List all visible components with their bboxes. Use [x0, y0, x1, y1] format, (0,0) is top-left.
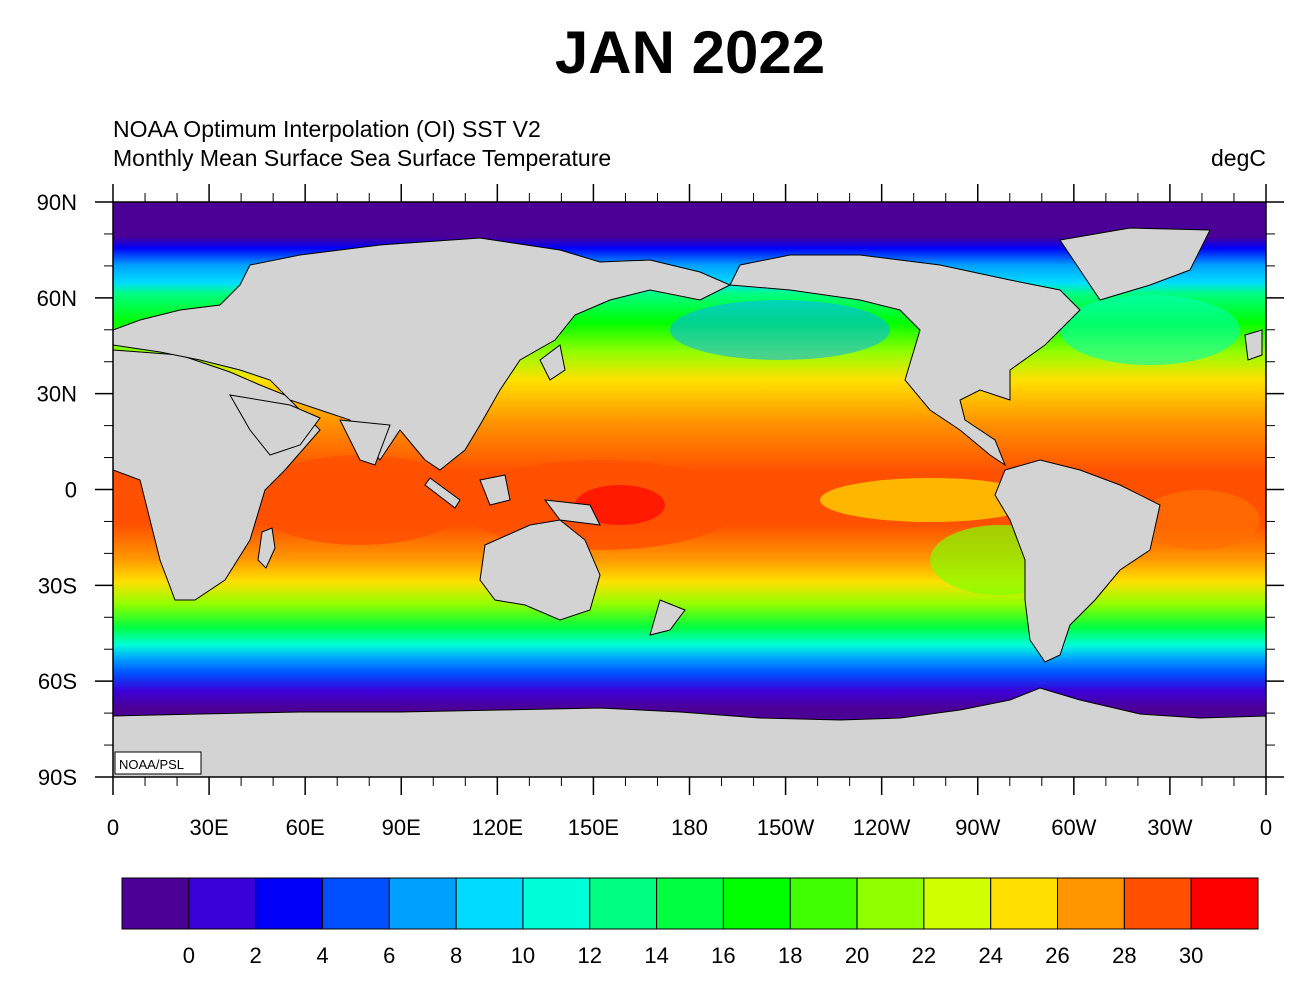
land-masses — [113, 227, 1266, 777]
colorbar-swatch — [188, 877, 257, 930]
colorbar-swatch — [656, 877, 724, 930]
colorbar-label: 24 — [978, 943, 1002, 968]
map-plot-area — [113, 202, 1266, 777]
lon-tick-label: 180 — [671, 815, 708, 840]
colorbar-label: 12 — [578, 943, 602, 968]
antarctica — [113, 687, 1266, 777]
new-zealand — [649, 599, 686, 636]
latitude-ticks: 90N 60N 30N 0 30S 60S 90S — [37, 190, 1284, 790]
lon-tick-label: 150E — [568, 815, 619, 840]
sumatra — [424, 477, 461, 509]
colorbar-label: 8 — [450, 943, 462, 968]
units-label: degC — [1211, 145, 1266, 171]
colorbar-swatch — [923, 877, 992, 930]
uk — [1244, 329, 1263, 361]
lon-tick-label: 60E — [286, 815, 325, 840]
madagascar — [257, 527, 276, 569]
colorbar-swatch — [388, 877, 457, 930]
lat-tick-label: 30N — [37, 382, 77, 407]
lat-tick-label: 90S — [38, 765, 77, 790]
eurasia — [113, 237, 732, 471]
lon-tick-label: 0 — [107, 815, 119, 840]
colorbar-swatch — [722, 877, 791, 930]
lat-tick-label: 30S — [38, 573, 77, 598]
longitude-ticks: 0 30E 60E 90E 120E 150E 180 150W 120W 90W 60W 30W 0 — [107, 184, 1272, 840]
south-america — [994, 459, 1161, 663]
borneo — [479, 474, 511, 506]
north-america — [729, 254, 1081, 467]
colorbar-label: 18 — [778, 943, 802, 968]
australia — [479, 519, 601, 621]
lat-tick-label: 0 — [65, 478, 77, 503]
lon-tick-label: 60W — [1051, 815, 1096, 840]
colorbar-label: 4 — [316, 943, 328, 968]
credit-box-frame — [114, 751, 202, 775]
japan — [539, 344, 566, 381]
lon-tick-label: 30E — [190, 815, 229, 840]
india — [339, 419, 391, 466]
colorbar-swatch — [1123, 877, 1192, 930]
lat-tick-label: 90N — [37, 190, 77, 215]
colorbar-label: 6 — [383, 943, 395, 968]
north-pacific-cool — [670, 300, 890, 360]
colorbar: 0 2 4 6 8 10 12 14 16 18 20 22 24 26 28 30 — [121, 877, 1259, 968]
south-atlantic-warm — [1140, 490, 1260, 550]
colorbar-swatch — [255, 877, 323, 930]
indian-ocean-warm — [250, 455, 470, 545]
colorbar-swatch — [589, 877, 658, 930]
lon-tick-label: 150W — [757, 815, 815, 840]
variable-subtitle: Monthly Mean Surface Sea Surface Tempera… — [113, 145, 612, 171]
colorbar-label: 28 — [1112, 943, 1136, 968]
colorbar-swatch — [455, 877, 524, 930]
dataset-subtitle: NOAA Optimum Interpolation (OI) SST V2 — [113, 116, 541, 142]
lon-tick-label: 0 — [1260, 815, 1272, 840]
cold-tongue-east-pacific — [820, 478, 1040, 522]
colorbar-label: 20 — [845, 943, 869, 968]
north-atlantic-cool — [1060, 295, 1240, 365]
colorbar-swatch — [856, 877, 925, 930]
map-title: JAN 2022 — [554, 19, 826, 86]
colorbar-swatch — [321, 877, 390, 930]
lon-tick-label: 120E — [472, 815, 523, 840]
colorbar-label: 10 — [511, 943, 535, 968]
credit-box: NOAA/PSL — [114, 751, 202, 775]
colorbar-label: 0 — [183, 943, 195, 968]
colorbar-label: 14 — [644, 943, 668, 968]
colorbar-label: 30 — [1179, 943, 1203, 968]
lon-tick-label: 90E — [382, 815, 421, 840]
colorbar-swatch — [990, 877, 1059, 930]
colorbar-swatch — [522, 877, 591, 930]
credit-label: NOAA/PSL — [119, 757, 184, 772]
lon-tick-label: 30W — [1147, 815, 1192, 840]
lat-tick-label: 60S — [38, 669, 77, 694]
colorbar-swatch — [1057, 877, 1125, 930]
lat-tick-label: 60N — [37, 286, 77, 311]
colorbar-label: 2 — [250, 943, 262, 968]
lon-tick-label: 120W — [853, 815, 911, 840]
colorbar-swatch — [121, 877, 190, 930]
greenland — [1059, 227, 1211, 301]
new-guinea — [543, 499, 601, 526]
colorbar-swatch — [1190, 877, 1259, 930]
colorbar-label: 16 — [711, 943, 735, 968]
warm-pool-core — [575, 485, 665, 525]
colorbar-swatch — [789, 877, 858, 930]
lon-tick-label: 90W — [955, 815, 1000, 840]
arabia — [229, 394, 321, 456]
colorbar-label: 26 — [1045, 943, 1069, 968]
colorbar-label: 22 — [912, 943, 936, 968]
